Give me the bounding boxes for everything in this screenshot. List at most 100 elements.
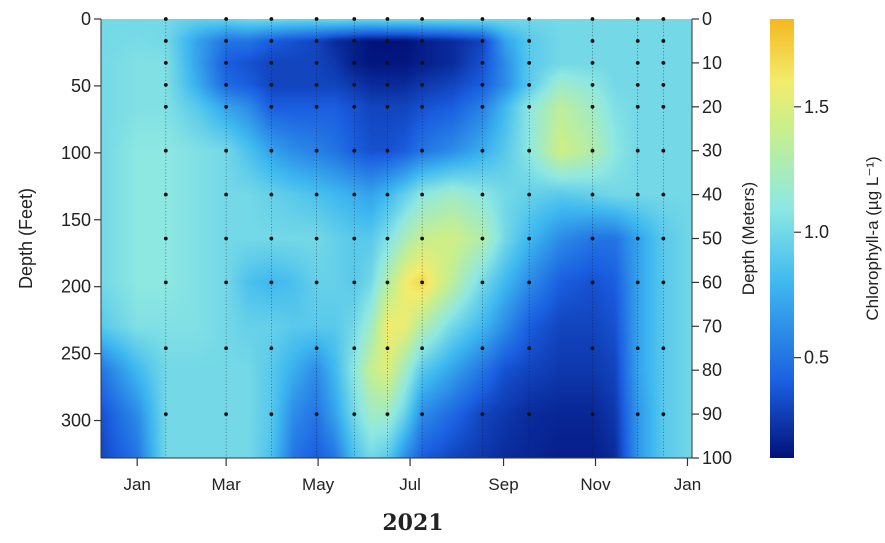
x-axis-tick-label: May: [302, 475, 335, 494]
sample-point: [352, 104, 357, 109]
sample-point: [590, 17, 595, 21]
sample-point: [224, 280, 229, 285]
x-axis-tick-label: Jul: [399, 475, 421, 494]
sample-point: [163, 346, 168, 351]
sample-point: [224, 346, 229, 351]
sample-point: [590, 412, 595, 416]
left-axis-label: Depth (Feet): [16, 188, 36, 289]
sample-point: [163, 280, 168, 285]
sample-point: [420, 346, 425, 351]
sample-point: [527, 82, 532, 87]
sample-point: [527, 236, 532, 241]
sample-point: [661, 236, 666, 241]
sample-point: [385, 104, 390, 109]
sample-point: [385, 61, 390, 65]
sample-point: [635, 346, 640, 351]
sample-point: [480, 82, 485, 87]
sample-point: [480, 148, 485, 153]
sample-point: [224, 148, 229, 153]
sample-point: [661, 192, 666, 197]
sample-point: [480, 412, 485, 416]
sample-point: [385, 148, 390, 153]
sample-point: [590, 82, 595, 87]
sample-point: [314, 148, 319, 153]
sample-point: [163, 412, 168, 416]
sample-point: [635, 82, 640, 87]
sample-point: [480, 61, 485, 65]
sample-point: [420, 148, 425, 153]
colorbar: [770, 19, 794, 458]
sample-point: [635, 148, 640, 153]
x-axis-tick-label: Nov: [580, 475, 611, 494]
sample-point: [661, 39, 666, 43]
sample-point: [527, 104, 532, 109]
sample-point: [385, 346, 390, 351]
left-axis-tick-label: 250: [61, 344, 91, 364]
sample-point: [352, 61, 357, 65]
x-axis-tick-label: Jan: [123, 475, 150, 494]
right-axis-tick-label: 10: [702, 53, 722, 73]
sample-point: [352, 412, 357, 416]
sample-point: [480, 192, 485, 197]
sample-point: [635, 39, 640, 43]
sample-point: [314, 104, 319, 109]
sample-point: [661, 280, 666, 285]
sample-point: [661, 82, 666, 87]
sample-point: [163, 148, 168, 153]
sample-point: [224, 104, 229, 109]
sample-point: [527, 192, 532, 197]
sample-point: [314, 82, 319, 87]
sample-point: [352, 346, 357, 351]
sample-point: [635, 17, 640, 21]
sample-point: [420, 82, 425, 87]
sample-point: [163, 82, 168, 87]
sample-point: [314, 236, 319, 241]
sample-point: [385, 412, 390, 416]
sample-point: [385, 39, 390, 43]
sample-point: [420, 280, 425, 285]
sample-point: [661, 104, 666, 109]
sample-point: [635, 412, 640, 416]
sample-point: [352, 148, 357, 153]
right-axis-tick-label: 20: [702, 97, 722, 117]
left-axis-tick-label: 0: [81, 9, 91, 29]
sample-point: [385, 192, 390, 197]
sample-point: [590, 39, 595, 43]
sample-point: [224, 61, 229, 65]
sample-point: [314, 39, 319, 43]
heatmap-surface: [101, 19, 692, 458]
sample-point: [635, 61, 640, 65]
sample-point: [224, 17, 229, 21]
sample-point: [420, 17, 425, 21]
sampling-lines: [163, 17, 666, 458]
sample-point: [224, 236, 229, 241]
sample-point: [635, 192, 640, 197]
sample-point: [269, 82, 274, 87]
sample-point: [352, 39, 357, 43]
sample-point: [269, 236, 274, 241]
year-label: 2021: [382, 510, 444, 536]
sample-point: [590, 280, 595, 285]
sample-point: [314, 412, 319, 416]
sample-point: [163, 61, 168, 65]
sample-point: [269, 346, 274, 351]
sample-point: [314, 17, 319, 21]
sample-point: [635, 104, 640, 109]
sample-point: [590, 192, 595, 197]
sample-point: [163, 17, 168, 21]
sample-point: [269, 17, 274, 21]
colorbar-label: Chlorophyll-a (µg L⁻¹): [863, 156, 882, 320]
sample-point: [314, 280, 319, 285]
sample-point: [527, 148, 532, 153]
sample-point: [352, 236, 357, 241]
sample-point: [480, 104, 485, 109]
x-axis-tick-label: Sep: [488, 475, 518, 494]
sample-point: [590, 104, 595, 109]
sample-point: [480, 39, 485, 43]
sample-point: [480, 236, 485, 241]
sample-point: [527, 61, 532, 65]
sample-point: [269, 39, 274, 43]
sample-point: [352, 192, 357, 197]
sample-point: [224, 82, 229, 87]
